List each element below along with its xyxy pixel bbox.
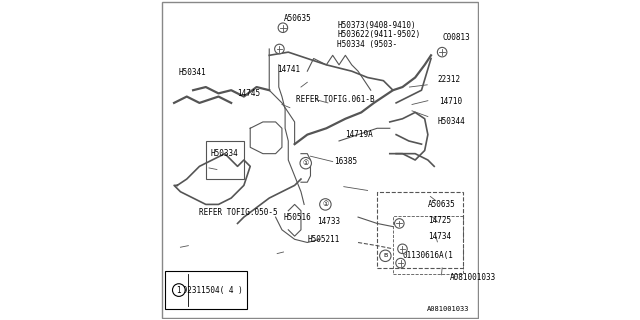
Text: H50334: H50334 xyxy=(211,149,238,158)
Text: 01130616A(1: 01130616A(1 xyxy=(403,251,453,260)
Text: C00813: C00813 xyxy=(442,33,470,42)
Text: 14733: 14733 xyxy=(317,217,340,226)
Text: H50341: H50341 xyxy=(179,68,207,77)
Text: H50373(9408-9410): H50373(9408-9410) xyxy=(337,21,416,30)
Text: 14741: 14741 xyxy=(277,65,300,74)
Text: 092311504( 4 ): 092311504( 4 ) xyxy=(178,285,243,295)
Circle shape xyxy=(173,284,185,296)
Text: 14719A: 14719A xyxy=(346,130,373,139)
Circle shape xyxy=(320,199,331,210)
Bar xyxy=(393,215,463,274)
Text: 14745: 14745 xyxy=(237,89,260,98)
Text: A50635: A50635 xyxy=(428,200,456,209)
Text: H50334 (9503-: H50334 (9503- xyxy=(337,40,397,49)
Text: 14710: 14710 xyxy=(439,97,462,106)
Text: A081001033: A081001033 xyxy=(427,306,469,312)
Circle shape xyxy=(278,23,287,32)
Text: REFER TOFIG.050-5: REFER TOFIG.050-5 xyxy=(200,208,278,217)
Circle shape xyxy=(437,47,447,57)
Text: H50516: H50516 xyxy=(284,212,311,222)
Text: 22312: 22312 xyxy=(437,75,461,84)
Text: 1: 1 xyxy=(177,285,181,295)
Circle shape xyxy=(380,250,391,261)
Circle shape xyxy=(394,219,404,228)
Text: 14725: 14725 xyxy=(428,216,451,225)
Circle shape xyxy=(397,244,407,253)
Bar xyxy=(377,192,463,268)
Text: 16385: 16385 xyxy=(334,157,357,166)
Text: A50635: A50635 xyxy=(284,14,311,23)
Text: H505211: H505211 xyxy=(307,235,340,244)
Text: REFER TOFIG.061-B: REFER TOFIG.061-B xyxy=(296,95,375,104)
Text: H50344: H50344 xyxy=(437,117,465,126)
Circle shape xyxy=(300,157,312,169)
Text: ①: ① xyxy=(323,201,328,207)
Text: A081001033: A081001033 xyxy=(450,273,496,282)
Bar xyxy=(206,141,244,179)
Text: H503622(9411-9502): H503622(9411-9502) xyxy=(337,30,420,39)
Circle shape xyxy=(396,258,405,268)
Circle shape xyxy=(275,44,284,54)
Text: B: B xyxy=(383,253,387,258)
Text: 14734: 14734 xyxy=(428,232,451,241)
Text: ①: ① xyxy=(303,160,309,166)
